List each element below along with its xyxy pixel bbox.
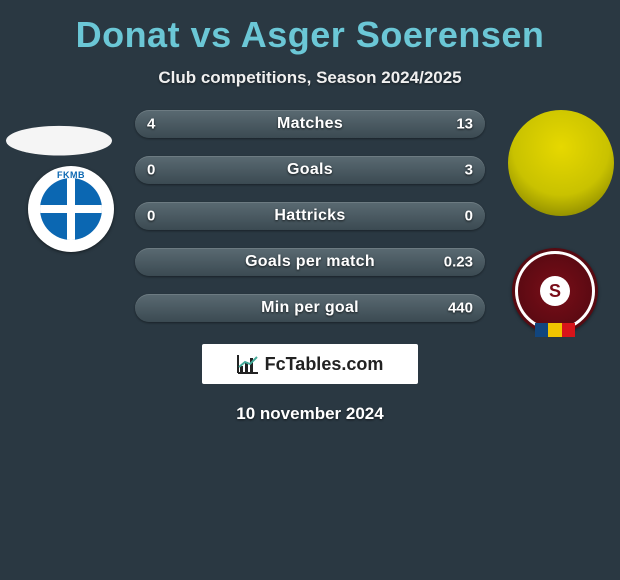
stat-left-value: 0 [147,208,155,225]
stat-label: Matches [277,115,343,133]
player-right-avatar [508,110,614,216]
stat-right-value: 440 [448,300,473,317]
club-right-flag [535,323,575,337]
stat-label: Hattricks [274,207,345,225]
comparison-date: 10 november 2024 [0,404,620,424]
stat-right-value: 0.23 [444,254,473,271]
stat-row-min-per-goal: Min per goal 440 [135,294,485,322]
stat-row-matches: 4 Matches 13 [135,110,485,138]
page-title: Donat vs Asger Soerensen [0,0,620,56]
stat-right-value: 0 [465,208,473,225]
stat-left-value: 0 [147,162,155,179]
stat-label: Min per goal [261,299,359,317]
stats-list: 4 Matches 13 0 Goals 3 0 Hattricks 0 Goa… [135,110,485,322]
stat-row-hattricks: 0 Hattricks 0 [135,202,485,230]
club-left-emblem [40,178,102,240]
stat-row-goals: 0 Goals 3 [135,156,485,184]
stat-label: Goals [287,161,333,179]
player-left-avatar [6,126,112,156]
club-left-abbr: FKMB [28,170,114,180]
stat-right-value: 13 [456,116,473,133]
stat-row-goals-per-match: Goals per match 0.23 [135,248,485,276]
subtitle: Club competitions, Season 2024/2025 [0,68,620,88]
stat-label: Goals per match [245,253,375,271]
stat-left-value: 4 [147,116,155,133]
comparison-panel: FKMB S 4 Matches 13 0 Goals 3 0 Hattrick… [0,110,620,424]
club-right-ring [515,251,595,331]
club-left-badge: FKMB [28,166,114,252]
chart-icon [237,354,259,374]
site-logo-text: FcTables.com [265,354,384,375]
club-right-badge: S [512,248,598,334]
stat-right-value: 3 [465,162,473,179]
site-logo: FcTables.com [202,344,418,384]
